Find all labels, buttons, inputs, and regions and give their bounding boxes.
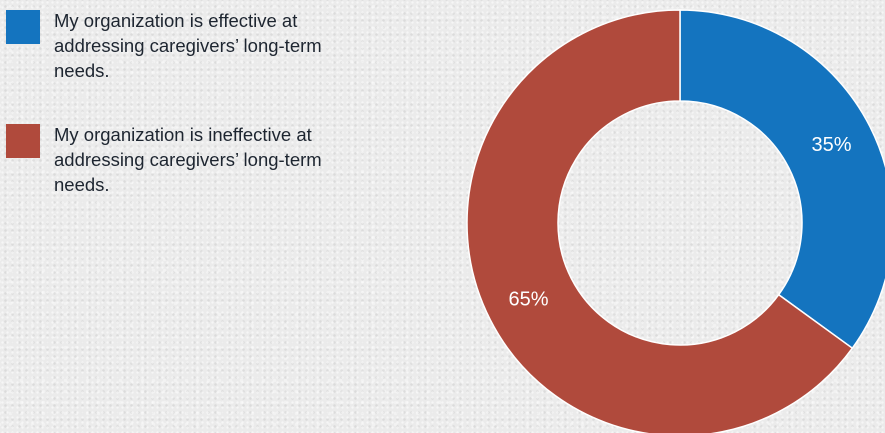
legend-item-effective: My organization is effective at addressi… — [6, 10, 386, 124]
legend-swatch-effective — [6, 10, 40, 44]
legend-swatch-ineffective — [6, 124, 40, 158]
legend-item-ineffective: My organization is ineffective at addres… — [6, 124, 386, 238]
slice-effective — [679, 9, 885, 350]
slice-label-effective: 35% — [811, 134, 851, 156]
slice-label-ineffective: 65% — [509, 288, 549, 310]
chart-legend: My organization is effective at addressi… — [6, 10, 386, 238]
slice-ineffective — [466, 9, 854, 433]
legend-label-ineffective: My organization is ineffective at addres… — [54, 124, 322, 195]
legend-label-effective: My organization is effective at addressi… — [54, 10, 322, 81]
